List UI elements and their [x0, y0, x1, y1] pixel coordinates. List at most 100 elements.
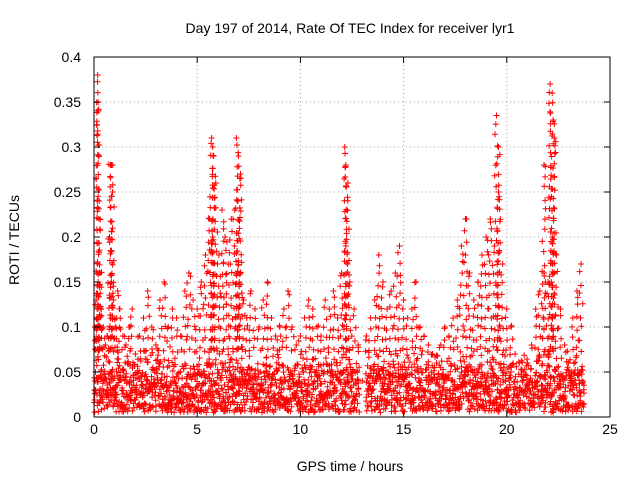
spike-point	[569, 334, 576, 341]
spike-point	[108, 193, 115, 200]
spike-point	[237, 208, 244, 215]
spike-point	[382, 336, 389, 343]
spike-point	[551, 187, 558, 194]
spike-point	[95, 193, 102, 200]
band-point	[573, 352, 580, 359]
spike-point	[228, 269, 235, 276]
band-point	[443, 396, 449, 403]
band-point	[124, 353, 131, 360]
spike-point	[214, 294, 221, 301]
data-point	[108, 162, 115, 168]
spike-point	[160, 347, 167, 354]
spike-point	[494, 142, 501, 149]
x-tick-label: 5	[193, 421, 201, 437]
spike-point	[247, 290, 254, 297]
band-point	[275, 396, 282, 403]
band-point	[163, 388, 170, 395]
spike-point	[395, 249, 401, 256]
band-point	[226, 407, 233, 414]
spike-point	[209, 326, 216, 333]
data-point	[98, 306, 105, 312]
spike-point	[471, 305, 478, 312]
spike-point	[486, 258, 493, 265]
spike-point	[234, 197, 241, 204]
spike-point	[237, 315, 244, 322]
band-point	[557, 378, 564, 385]
data-point	[177, 333, 184, 339]
data-point	[346, 279, 353, 285]
data-point	[553, 252, 560, 258]
spike-point	[494, 258, 501, 265]
data-point	[507, 324, 514, 330]
band-point	[100, 362, 107, 369]
data-point	[152, 342, 159, 348]
spike-point	[538, 300, 545, 307]
band-point	[377, 375, 384, 382]
band-point	[433, 352, 440, 359]
band-point	[425, 364, 432, 371]
spike-point	[395, 336, 402, 343]
data-point	[185, 270, 192, 276]
spike-point	[541, 348, 548, 355]
spike-point	[279, 338, 286, 345]
band-point	[94, 378, 101, 385]
spike-point	[241, 325, 248, 332]
spike-point	[183, 304, 190, 311]
band-point	[352, 393, 359, 400]
band-point	[570, 391, 577, 398]
spike-point	[95, 248, 102, 255]
band-point	[526, 407, 533, 414]
spike-point	[552, 149, 559, 156]
spike-point	[286, 315, 292, 322]
band-point	[435, 370, 442, 377]
band-point	[502, 378, 509, 385]
data-point	[541, 162, 547, 168]
data-point	[565, 360, 572, 366]
spike-point	[541, 216, 548, 223]
band-point	[169, 402, 176, 408]
spike-point	[541, 272, 548, 279]
band-point	[243, 398, 249, 405]
spike-point	[295, 337, 302, 344]
band-point	[444, 358, 451, 365]
spike-point	[226, 249, 233, 256]
spike-point	[539, 238, 546, 245]
spike-point	[109, 181, 116, 188]
spike-point	[251, 335, 258, 342]
spike-point	[234, 291, 241, 298]
spike-point	[390, 322, 397, 329]
band-point	[300, 355, 306, 362]
band-point	[356, 364, 363, 371]
band-point	[494, 378, 501, 385]
band-point	[545, 362, 552, 369]
spike-point	[217, 325, 224, 332]
band-point	[195, 361, 202, 368]
spike-point	[263, 301, 270, 308]
spike-point	[235, 163, 242, 170]
band-point	[495, 375, 502, 382]
spike-point	[335, 327, 342, 334]
spike-point	[495, 182, 502, 189]
spike-point	[550, 333, 557, 340]
band-point	[464, 371, 471, 378]
spike-point	[339, 295, 346, 302]
spike-point	[552, 338, 559, 345]
spike-point	[210, 312, 217, 319]
band-point	[134, 363, 141, 370]
spike-point	[550, 236, 556, 243]
spike-point	[223, 301, 230, 308]
band-point	[394, 352, 401, 359]
band-point	[411, 395, 418, 401]
spike-point	[450, 346, 457, 353]
band-point	[333, 387, 340, 394]
band-point	[331, 356, 338, 363]
band-point	[447, 368, 454, 375]
band-point	[113, 368, 120, 375]
band-point	[231, 399, 238, 406]
data-point	[268, 315, 275, 321]
spike-point	[392, 335, 399, 342]
band-point	[478, 361, 485, 368]
band-point	[348, 372, 355, 379]
data-point	[363, 333, 370, 339]
band-point	[564, 348, 571, 355]
